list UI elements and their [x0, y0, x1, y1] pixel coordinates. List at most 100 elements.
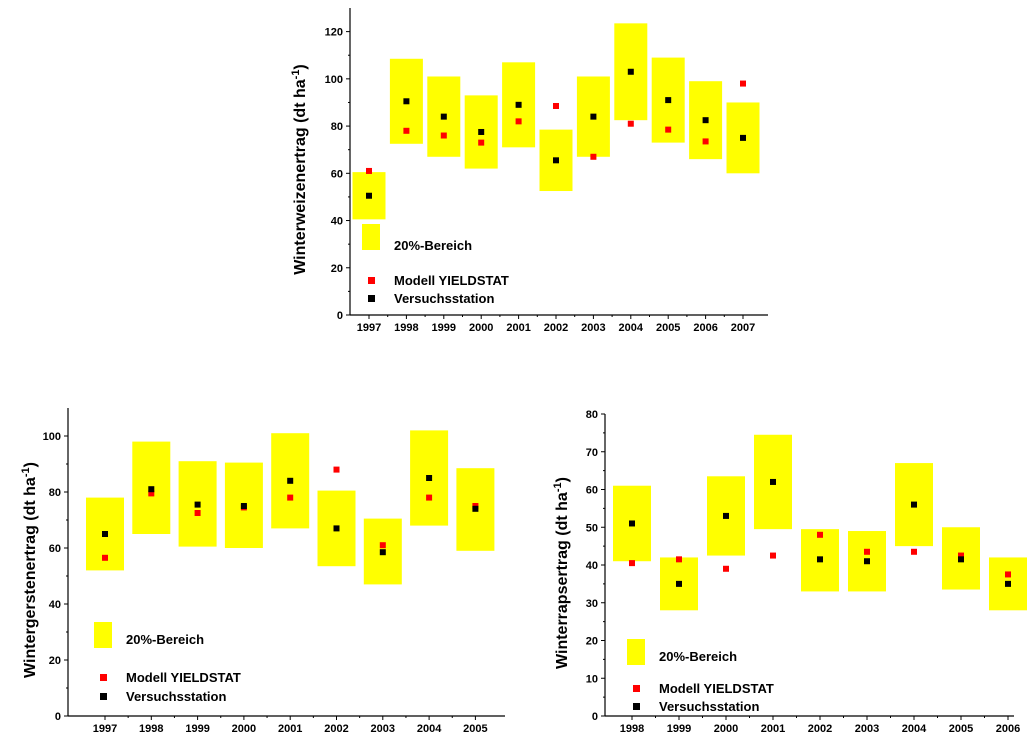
- x-tick-label: 2003: [371, 723, 395, 735]
- x-tick-label: 2006: [693, 322, 717, 334]
- y-axis-label: Winterweizenertrag (dt ha-1): [290, 64, 309, 275]
- x-tick-label: 2000: [232, 723, 256, 735]
- station-point-2003: [864, 558, 870, 565]
- legend-band-swatch: [627, 639, 645, 665]
- y-tick-label: 70: [586, 447, 598, 459]
- x-tick-label: 2003: [855, 723, 879, 735]
- station-point-1997: [366, 192, 372, 199]
- legend-model-swatch: [368, 277, 375, 284]
- x-tick-label: 1997: [93, 723, 117, 735]
- x-tick-label: 2007: [731, 322, 755, 334]
- x-tick-label: 2005: [949, 723, 973, 735]
- y-tick-label: 40: [586, 560, 598, 572]
- x-tick-label: 2001: [761, 723, 785, 735]
- station-point-2006: [1005, 580, 1011, 587]
- legend-label-station: Versuchsstation: [394, 291, 494, 306]
- y-tick-label: 0: [592, 711, 598, 723]
- model-point-2003: [379, 542, 386, 549]
- y-tick-label: 30: [586, 598, 598, 610]
- model-point-1999: [440, 132, 447, 139]
- y-tick-label: 120: [325, 27, 343, 39]
- model-point-2006: [1005, 571, 1011, 578]
- station-point-1999: [676, 580, 682, 587]
- station-point-2000: [723, 512, 729, 519]
- station-point-2003: [590, 113, 597, 120]
- model-point-2001: [515, 118, 522, 125]
- model-point-2002: [333, 466, 340, 473]
- x-tick-label: 2006: [996, 723, 1020, 735]
- station-point-1999: [194, 501, 201, 508]
- station-point-2005: [472, 505, 479, 512]
- x-tick-label: 2003: [581, 322, 605, 334]
- legend-label-model: Modell YIELDSTAT: [126, 670, 241, 685]
- y-axis-label-text: Winterrapsertrag (dt ha: [554, 492, 571, 669]
- model-point-1998: [403, 127, 410, 134]
- x-tick-label: 2001: [278, 723, 302, 735]
- model-point-2001: [287, 494, 294, 501]
- model-point-2005: [665, 126, 672, 133]
- station-point-2002: [333, 525, 340, 532]
- x-tick-label: 2000: [714, 723, 738, 735]
- station-point-2002: [553, 157, 559, 164]
- legend-station-swatch: [368, 295, 375, 302]
- station-point-1999: [440, 113, 447, 120]
- x-tick-label: 2001: [506, 322, 530, 334]
- y-axis-label-sup: -1: [20, 467, 32, 477]
- x-tick-label: 1997: [357, 322, 381, 334]
- x-tick-label: 2004: [902, 723, 927, 735]
- y-tick-label: 20: [586, 636, 598, 648]
- chart-2: 0 10 20 30 40 50 60 70 80 1998 1999 2000 2001 2002 200…: [552, 409, 1027, 735]
- y-tick-label: 100: [325, 74, 343, 86]
- y-tick-label: 10: [586, 673, 598, 685]
- x-tick-label: 2002: [324, 723, 348, 735]
- station-point-2004: [426, 475, 433, 481]
- y-axis-label-sup: -1: [552, 482, 564, 492]
- x-tick-label: 1998: [139, 723, 163, 735]
- legend-label-band: 20%-Bereich: [659, 649, 737, 664]
- model-point-2005: [958, 552, 964, 559]
- x-tick-label: 2002: [808, 723, 832, 735]
- x-tick-label: 2004: [619, 322, 644, 334]
- model-point-2004: [911, 548, 917, 555]
- station-point-2005: [958, 556, 964, 563]
- model-point-2000: [723, 565, 729, 572]
- station-point-2001: [770, 478, 776, 485]
- model-point-2003: [590, 153, 597, 160]
- legend: 20%-Bereich Modell YIELDSTAT Versuchsstati…: [94, 622, 241, 704]
- legend-model-swatch: [633, 685, 640, 692]
- y-tick-label: 40: [49, 599, 61, 611]
- station-point-2007: [740, 134, 746, 141]
- model-point-2007: [740, 80, 746, 87]
- x-tick-label: 1999: [185, 723, 209, 735]
- station-point-1998: [403, 98, 410, 105]
- legend-label-station: Versuchsstation: [126, 689, 226, 704]
- legend-band-swatch: [362, 224, 380, 250]
- y-tick-label: 100: [43, 431, 61, 443]
- station-point-2004: [627, 68, 634, 75]
- station-point-1997: [102, 531, 108, 537]
- legend-label-model: Modell YIELDSTAT: [659, 681, 774, 696]
- model-point-1999: [676, 556, 682, 563]
- y-tick-label: 40: [331, 216, 343, 228]
- y-tick-label: 0: [337, 310, 343, 322]
- y-tick-label: 80: [49, 487, 61, 499]
- y-axis-label: Wintergerstenertrag (dt ha-1): [20, 462, 39, 678]
- y-tick-label: 60: [331, 168, 343, 180]
- legend-model-swatch: [100, 674, 107, 681]
- legend-band-swatch: [94, 622, 112, 648]
- model-point-2004: [627, 120, 634, 127]
- model-point-1997: [102, 554, 108, 561]
- y-axis-label: Winterrapsertrag (dt ha-1): [552, 477, 571, 669]
- legend: 20%-Bereich Modell YIELDSTAT Versuchsstati…: [362, 224, 509, 306]
- x-tick-label: 1998: [394, 322, 418, 334]
- x-tick-label: 1999: [667, 723, 691, 735]
- x-tick-label: 2000: [469, 322, 493, 334]
- station-point-1998: [148, 486, 155, 493]
- station-point-2001: [515, 101, 522, 108]
- y-tick-label: 20: [331, 263, 343, 275]
- y-axis-label-close: ): [292, 64, 309, 69]
- model-point-1998: [629, 560, 635, 567]
- y-tick-label: 50: [586, 522, 598, 534]
- legend-label-model: Modell YIELDSTAT: [394, 273, 509, 288]
- model-point-1997: [366, 167, 372, 174]
